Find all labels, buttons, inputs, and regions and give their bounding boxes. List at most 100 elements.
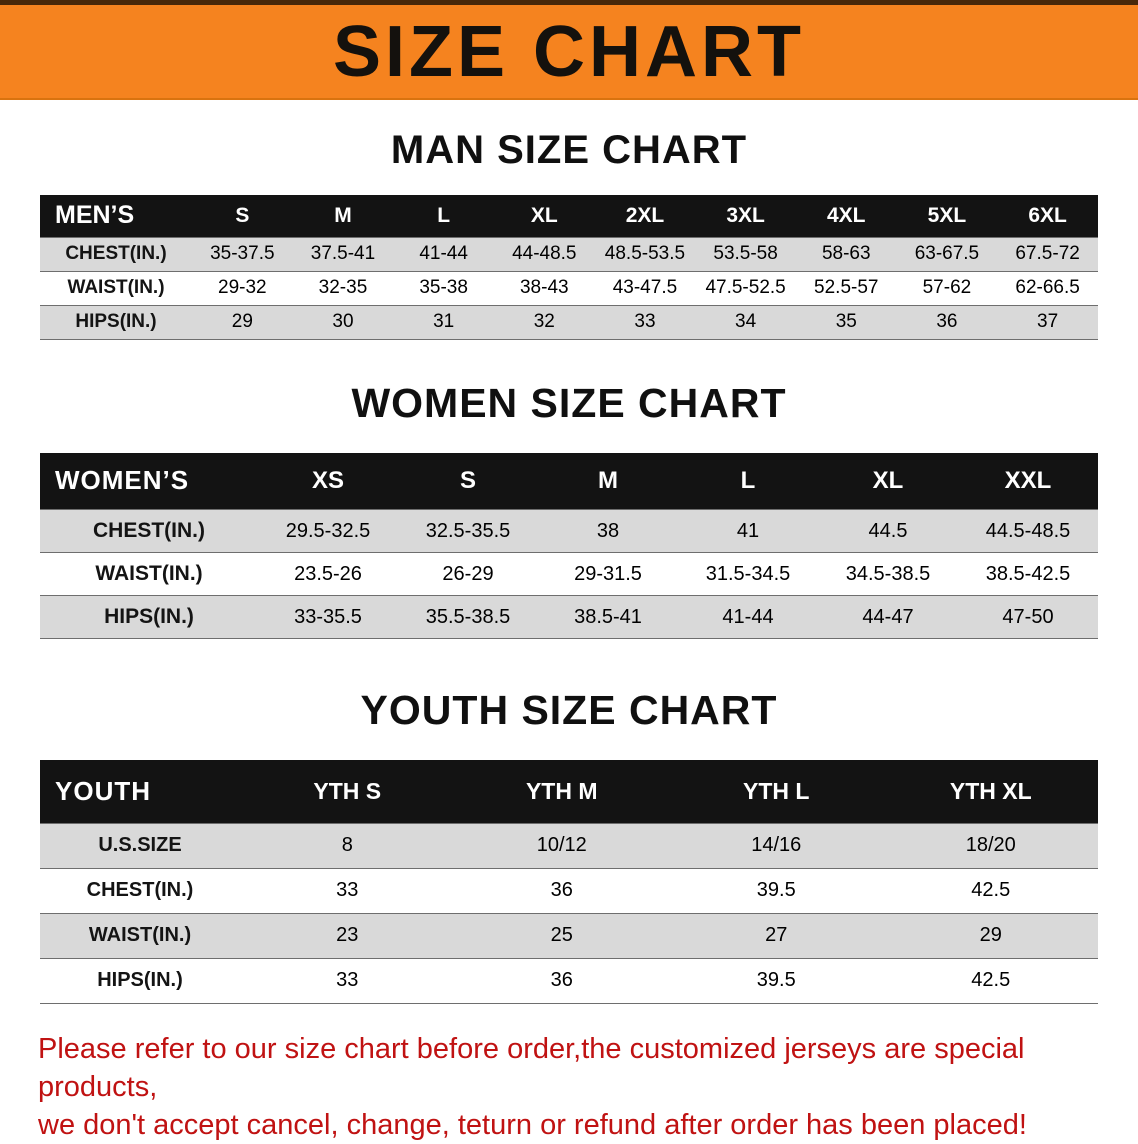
value-cell: 37 [997, 305, 1098, 339]
size-header-cell: 5XL [897, 195, 998, 237]
value-cell: 10/12 [455, 823, 670, 868]
value-cell: 41-44 [678, 596, 818, 639]
value-cell: 8 [240, 823, 455, 868]
value-cell: 29 [192, 305, 293, 339]
size-header-cell: S [398, 453, 538, 510]
value-cell: 33 [595, 305, 696, 339]
row-label: WAIST(IN.) [40, 553, 258, 596]
row-label: HIPS(IN.) [40, 958, 240, 1003]
value-cell: 29.5-32.5 [258, 510, 398, 553]
size-header-cell: L [393, 195, 494, 237]
page-title: SIZE CHART [333, 16, 805, 88]
value-cell: 63-67.5 [897, 237, 998, 271]
value-cell: 42.5 [884, 868, 1099, 913]
value-cell: 38.5-41 [538, 596, 678, 639]
size-header-cell: XL [818, 453, 958, 510]
value-cell: 29 [884, 913, 1099, 958]
value-cell: 38.5-42.5 [958, 553, 1098, 596]
row-label: CHEST(IN.) [40, 868, 240, 913]
value-cell: 43-47.5 [595, 271, 696, 305]
value-cell: 35-38 [393, 271, 494, 305]
size-header-cell: M [538, 453, 678, 510]
value-cell: 36 [455, 958, 670, 1003]
value-cell: 36 [455, 868, 670, 913]
value-cell: 58-63 [796, 237, 897, 271]
value-cell: 29-31.5 [538, 553, 678, 596]
value-cell: 35.5-38.5 [398, 596, 538, 639]
value-cell: 33 [240, 958, 455, 1003]
size-header-cell: XXL [958, 453, 1098, 510]
table-title-cell: YOUTH [40, 760, 240, 823]
value-cell: 23 [240, 913, 455, 958]
youth-size-chart-heading: YOUTH SIZE CHART [0, 687, 1138, 734]
value-cell: 39.5 [669, 868, 884, 913]
value-cell: 38-43 [494, 271, 595, 305]
value-cell: 48.5-53.5 [595, 237, 696, 271]
size-header-cell: 4XL [796, 195, 897, 237]
value-cell: 47-50 [958, 596, 1098, 639]
disclaimer-line-2: we don't accept cancel, change, teturn o… [38, 1106, 1100, 1144]
row-label: CHEST(IN.) [40, 237, 192, 271]
value-cell: 42.5 [884, 958, 1099, 1003]
value-cell: 33-35.5 [258, 596, 398, 639]
size-header-cell: YTH M [455, 760, 670, 823]
value-cell: 32-35 [293, 271, 394, 305]
value-cell: 26-29 [398, 553, 538, 596]
value-cell: 41-44 [393, 237, 494, 271]
banner: SIZE CHART [0, 0, 1138, 100]
value-cell: 18/20 [884, 823, 1099, 868]
value-cell: 31.5-34.5 [678, 553, 818, 596]
value-cell: 38 [538, 510, 678, 553]
men-size-chart-heading: MAN SIZE CHART [0, 128, 1138, 173]
size-header-cell: L [678, 453, 818, 510]
value-cell: 32.5-35.5 [398, 510, 538, 553]
value-cell: 27 [669, 913, 884, 958]
size-header-cell: S [192, 195, 293, 237]
size-header-cell: XL [494, 195, 595, 237]
value-cell: 44.5 [818, 510, 958, 553]
value-cell: 36 [897, 305, 998, 339]
value-cell: 41 [678, 510, 818, 553]
value-cell: 44-48.5 [494, 237, 595, 271]
value-cell: 31 [393, 305, 494, 339]
size-header-cell: 3XL [695, 195, 796, 237]
value-cell: 47.5-52.5 [695, 271, 796, 305]
value-cell: 35 [796, 305, 897, 339]
value-cell: 57-62 [897, 271, 998, 305]
size-header-cell: 2XL [595, 195, 696, 237]
disclaimer-line-1: Please refer to our size chart before or… [38, 1030, 1100, 1107]
value-cell: 44.5-48.5 [958, 510, 1098, 553]
value-cell: 34 [695, 305, 796, 339]
row-label: CHEST(IN.) [40, 510, 258, 553]
value-cell: 25 [455, 913, 670, 958]
row-label: U.S.SIZE [40, 823, 240, 868]
value-cell: 44-47 [818, 596, 958, 639]
row-label: WAIST(IN.) [40, 271, 192, 305]
row-label: WAIST(IN.) [40, 913, 240, 958]
row-label: HIPS(IN.) [40, 596, 258, 639]
size-header-cell: 6XL [997, 195, 1098, 237]
row-label: HIPS(IN.) [40, 305, 192, 339]
value-cell: 14/16 [669, 823, 884, 868]
disclaimer: Please refer to our size chart before or… [38, 1030, 1100, 1144]
size-header-cell: YTH XL [884, 760, 1099, 823]
value-cell: 67.5-72 [997, 237, 1098, 271]
size-header-cell: XS [258, 453, 398, 510]
size-header-cell: M [293, 195, 394, 237]
value-cell: 35-37.5 [192, 237, 293, 271]
size-header-cell: YTH S [240, 760, 455, 823]
value-cell: 32 [494, 305, 595, 339]
